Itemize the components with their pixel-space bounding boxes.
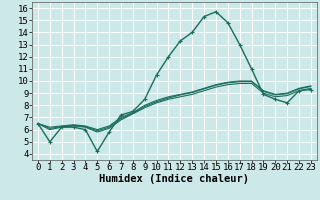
X-axis label: Humidex (Indice chaleur): Humidex (Indice chaleur) xyxy=(100,174,249,184)
